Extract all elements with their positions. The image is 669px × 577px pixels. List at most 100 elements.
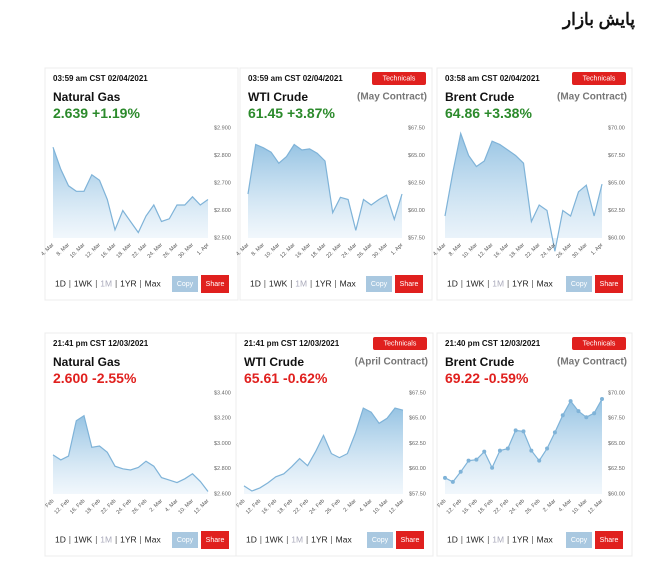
y-tick-label: $2.800 — [214, 153, 231, 159]
range-option[interactable]: 1WK — [265, 534, 284, 544]
copy-button[interactable] — [172, 532, 198, 548]
point — [450, 479, 455, 484]
range-option[interactable]: 1WK — [269, 278, 288, 288]
share-button[interactable] — [395, 275, 423, 293]
point — [505, 446, 510, 451]
technicals-button[interactable] — [572, 72, 626, 85]
technicals-button[interactable] — [572, 337, 626, 350]
range-option[interactable]: 1WK — [74, 278, 93, 288]
y-tick-label: $62.50 — [608, 208, 625, 214]
timestamp: 03:59 am CST 02/04/2021 — [53, 74, 148, 83]
range-option[interactable]: 1WK — [74, 534, 93, 544]
contract: (May Contract) — [557, 357, 627, 368]
range-option[interactable]: Max — [537, 278, 554, 288]
point — [458, 469, 463, 474]
share-button[interactable] — [595, 531, 623, 549]
y-tick-label: $67.50 — [408, 125, 425, 131]
range-option[interactable]: Max — [340, 278, 357, 288]
copy-label: Copy — [571, 537, 588, 544]
range-option[interactable]: 1M — [492, 278, 504, 288]
range-option[interactable]: 1WK — [466, 534, 485, 544]
area-fill — [244, 408, 403, 494]
y-tick-label: $2.500 — [214, 235, 231, 241]
timestamp: 21:40 pm CST 12/03/2021 — [445, 339, 541, 348]
price: 61.45 +3.87% — [248, 105, 335, 121]
range-option[interactable]: 1YR — [120, 278, 137, 288]
y-tick-label: $2.900 — [214, 125, 231, 131]
technicals-button[interactable] — [372, 72, 426, 85]
point — [552, 430, 557, 435]
range-option[interactable]: Max — [537, 534, 554, 544]
range-option[interactable]: Max — [145, 278, 162, 288]
copy-label: Copy — [371, 281, 388, 288]
point — [600, 397, 604, 402]
price-change: +3.87% — [287, 105, 335, 121]
range-option[interactable]: Max — [336, 534, 353, 544]
point — [529, 448, 534, 453]
point — [560, 413, 565, 418]
range-option[interactable]: 1YR — [512, 278, 529, 288]
copy-button[interactable] — [366, 276, 392, 292]
share-button[interactable] — [595, 275, 623, 293]
share-button[interactable] — [201, 531, 229, 549]
range-option[interactable]: 1D — [447, 534, 458, 544]
range-option[interactable]: 1YR — [315, 278, 332, 288]
share-label: Share — [600, 281, 619, 288]
price-line — [52, 147, 209, 234]
range-option[interactable]: 1D — [55, 278, 66, 288]
share-button[interactable] — [396, 531, 424, 549]
y-tick-label: $3.400 — [214, 390, 231, 396]
range-option[interactable]: 1D — [250, 278, 261, 288]
share-button[interactable] — [201, 275, 229, 293]
y-tick-label: $2.600 — [214, 491, 231, 497]
area-fill — [445, 133, 602, 252]
range-option[interactable]: 1YR — [120, 534, 137, 544]
range-option[interactable]: 1M — [100, 534, 112, 544]
price: 2.639 +1.19% — [53, 105, 140, 121]
point — [592, 411, 597, 416]
price: 2.600 -2.55% — [53, 370, 137, 386]
range-option[interactable]: 1M — [291, 534, 303, 544]
range-option[interactable]: 1M — [295, 278, 307, 288]
price-value: 65.61 — [244, 370, 279, 386]
share-label: Share — [600, 537, 619, 544]
technicals-button[interactable] — [373, 337, 427, 350]
range-option[interactable]: 1YR — [512, 534, 529, 544]
range-option[interactable]: 1M — [492, 534, 504, 544]
contract: (May Contract) — [357, 92, 427, 103]
y-tick-label: $2.600 — [214, 208, 231, 214]
page-title: پایش بازار — [562, 10, 635, 29]
range-option[interactable]: 1D — [246, 534, 257, 544]
range-option[interactable]: 1M — [100, 278, 112, 288]
point — [497, 448, 502, 453]
price-value: 61.45 — [248, 105, 283, 121]
share-label: Share — [206, 537, 225, 544]
price-change: -2.55% — [92, 370, 137, 386]
x-tick-label: Feb — [235, 498, 246, 509]
range-option[interactable]: 1D — [447, 278, 458, 288]
range-option[interactable]: 1D — [55, 534, 66, 544]
copy-button[interactable] — [172, 276, 198, 292]
instrument-name: Brent Crude — [445, 355, 515, 369]
copy-button[interactable] — [367, 532, 393, 548]
technicals-label: Technicals — [583, 340, 616, 347]
price-value: 69.22 — [445, 370, 480, 386]
range-option[interactable]: 1WK — [466, 278, 485, 288]
price-change: +3.38% — [484, 105, 532, 121]
price-value: 2.639 — [53, 105, 88, 121]
price: 64.86 +3.38% — [445, 105, 532, 121]
copy-button[interactable] — [566, 532, 592, 548]
area-fill — [53, 147, 208, 238]
timestamp: 03:58 am CST 02/04/2021 — [445, 74, 540, 83]
range-option[interactable]: Max — [145, 534, 162, 544]
price-line — [247, 143, 403, 231]
range-option[interactable]: 1YR — [311, 534, 328, 544]
instrument-name: Natural Gas — [53, 355, 121, 369]
copy-label: Copy — [571, 281, 588, 288]
point — [568, 399, 573, 404]
copy-button[interactable] — [566, 276, 592, 292]
point — [576, 409, 581, 414]
contract: (May Contract) — [557, 92, 627, 103]
x-tick-label: Feb — [436, 498, 447, 509]
